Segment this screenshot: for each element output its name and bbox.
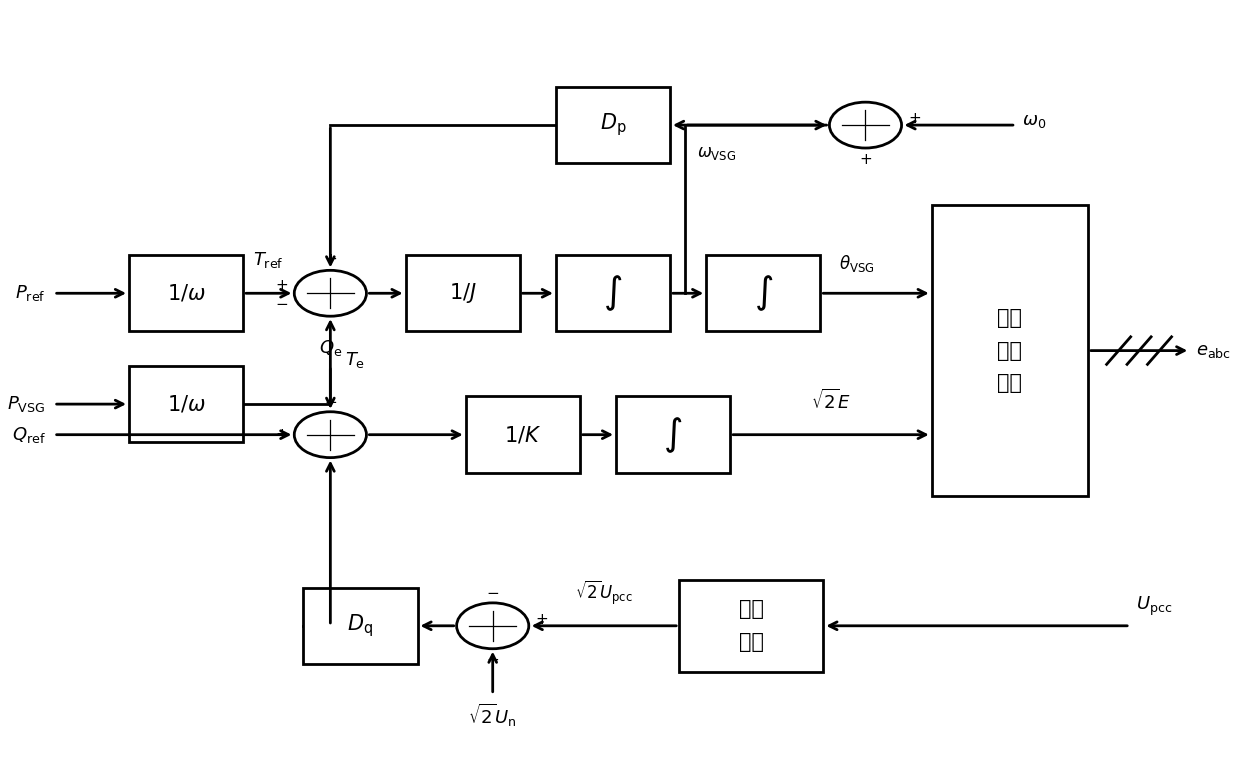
Text: $D_\mathrm{p}$: $D_\mathrm{p}$ [600,112,626,139]
Text: $\omega_0$: $\omega_0$ [1022,112,1047,130]
Text: $\sqrt{2}U_\mathrm{pcc}$: $\sqrt{2}U_\mathrm{pcc}$ [575,578,632,607]
Text: $+$: $+$ [275,278,288,293]
Text: $Q_\mathrm{e}$: $Q_\mathrm{e}$ [319,338,342,358]
Text: $-$: $-$ [275,295,288,310]
Text: $-$: $-$ [324,393,337,408]
Text: $\int$: $\int$ [604,273,622,313]
Text: $P_\mathrm{ref}$: $P_\mathrm{ref}$ [15,283,46,303]
Text: $+$: $+$ [324,252,337,266]
Text: $1/K$: $1/K$ [505,424,542,445]
Bar [466,397,580,473]
Bar [616,397,730,473]
Circle shape [830,102,901,148]
Text: 幅值
检测: 幅值 检测 [739,599,764,652]
Text: $T_\mathrm{ref}$: $T_\mathrm{ref}$ [253,250,284,270]
Text: $-$: $-$ [486,584,500,599]
Bar [129,255,243,332]
Text: $P_\mathrm{VSG}$: $P_\mathrm{VSG}$ [7,394,46,414]
Circle shape [294,412,367,457]
Text: $Q_\mathrm{ref}$: $Q_\mathrm{ref}$ [11,425,46,445]
Text: $\sqrt{2}U_\mathrm{n}$: $\sqrt{2}U_\mathrm{n}$ [469,702,517,729]
Text: $\int$: $\int$ [663,415,683,454]
Text: 调制
波的
合成: 调制 波的 合成 [997,308,1022,393]
Text: $U_\mathrm{pcc}$: $U_\mathrm{pcc}$ [1136,595,1172,618]
Text: $1/\omega$: $1/\omega$ [166,283,206,304]
Bar [556,87,670,163]
Text: $\int$: $\int$ [754,273,773,313]
Text: $+$: $+$ [275,427,288,442]
Bar [931,206,1087,496]
Bar [129,366,243,442]
Bar [405,255,520,332]
Bar [706,255,821,332]
Text: $+$: $+$ [486,652,500,668]
Text: $T_\mathrm{e}$: $T_\mathrm{e}$ [345,350,365,370]
Text: $+$: $+$ [859,152,872,167]
Text: $e_\mathrm{abc}$: $e_\mathrm{abc}$ [1197,342,1231,360]
Circle shape [456,603,528,649]
Bar [556,255,670,332]
Text: $\omega_\mathrm{VSG}$: $\omega_\mathrm{VSG}$ [697,144,735,162]
Text: $\theta_\mathrm{VSG}$: $\theta_\mathrm{VSG}$ [838,253,874,274]
Text: $D_\mathrm{q}$: $D_\mathrm{q}$ [347,612,373,639]
Text: $\sqrt{2}E$: $\sqrt{2}E$ [811,389,851,413]
Bar [680,580,823,671]
Text: $1/\omega$: $1/\omega$ [166,393,206,414]
Text: $+$: $+$ [534,612,548,628]
Text: $+$: $+$ [908,112,921,126]
Text: $1/J$: $1/J$ [449,281,476,305]
Bar [304,588,418,664]
Circle shape [294,270,367,316]
